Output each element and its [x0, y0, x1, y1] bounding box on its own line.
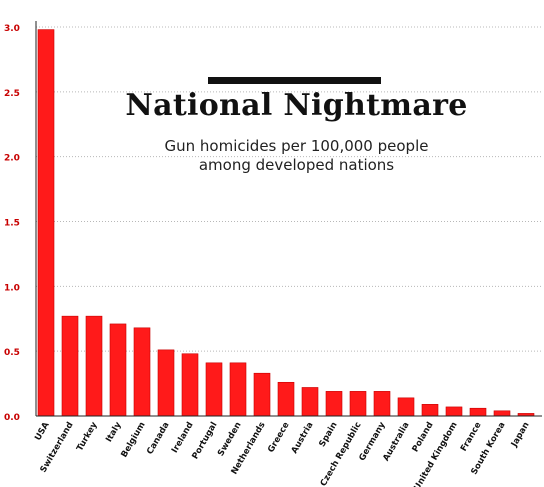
bar — [85, 315, 103, 417]
category-label: United Kingdom — [412, 420, 459, 487]
bar — [253, 372, 271, 417]
category-label: Belgium — [119, 420, 147, 459]
bar — [109, 323, 127, 417]
bar — [205, 362, 223, 417]
y-tick-label: 1.5 — [4, 219, 20, 229]
category-label: USA — [33, 420, 52, 442]
category-label: Greece — [266, 420, 292, 454]
y-tick-label: 0.0 — [4, 413, 20, 423]
bar — [181, 353, 199, 417]
bar — [421, 404, 439, 417]
bar — [277, 381, 295, 417]
bar — [397, 397, 415, 417]
y-tick-label: 2.5 — [4, 89, 20, 99]
y-tick-label: 3.0 — [4, 24, 20, 34]
y-tick-label: 0.5 — [4, 348, 20, 358]
category-label: Japan — [509, 421, 532, 450]
chart-subtitle: Gun homicides per 100,000 people among d… — [140, 137, 453, 175]
chart-subtitle-line-2: among developed nations — [198, 156, 395, 174]
category-label: Italy — [104, 420, 124, 444]
y-tick-label: 2.0 — [4, 154, 20, 164]
bar — [373, 391, 391, 417]
bar — [493, 410, 511, 417]
category-label: Turkey — [75, 420, 100, 453]
bar — [349, 391, 367, 417]
category-label: Spain — [317, 421, 339, 449]
category-label: France — [459, 420, 484, 453]
category-label: Austria — [290, 420, 316, 455]
category-label: Canada — [145, 420, 172, 456]
title-rule — [208, 77, 381, 84]
bars — [37, 29, 535, 417]
chart-title: National Nightmare — [125, 88, 468, 123]
bar — [37, 29, 55, 417]
category-label: Poland — [411, 421, 436, 454]
y-tick-label: 1.0 — [4, 283, 20, 293]
bar — [301, 387, 319, 417]
axes — [35, 21, 542, 417]
bar — [61, 315, 79, 417]
bar — [325, 391, 343, 417]
bar — [157, 349, 175, 417]
bar — [445, 406, 463, 417]
category-label: Ireland — [170, 421, 196, 455]
chart-subtitle-line-1: Gun homicides per 100,000 people — [164, 137, 429, 155]
bar — [229, 362, 247, 417]
bar — [133, 327, 151, 417]
gridlines — [36, 26, 542, 352]
y-tick-labels: 0.0 0.5 1.0 1.5 2.0 2.5 3.0 — [4, 24, 20, 423]
bar — [469, 407, 487, 417]
